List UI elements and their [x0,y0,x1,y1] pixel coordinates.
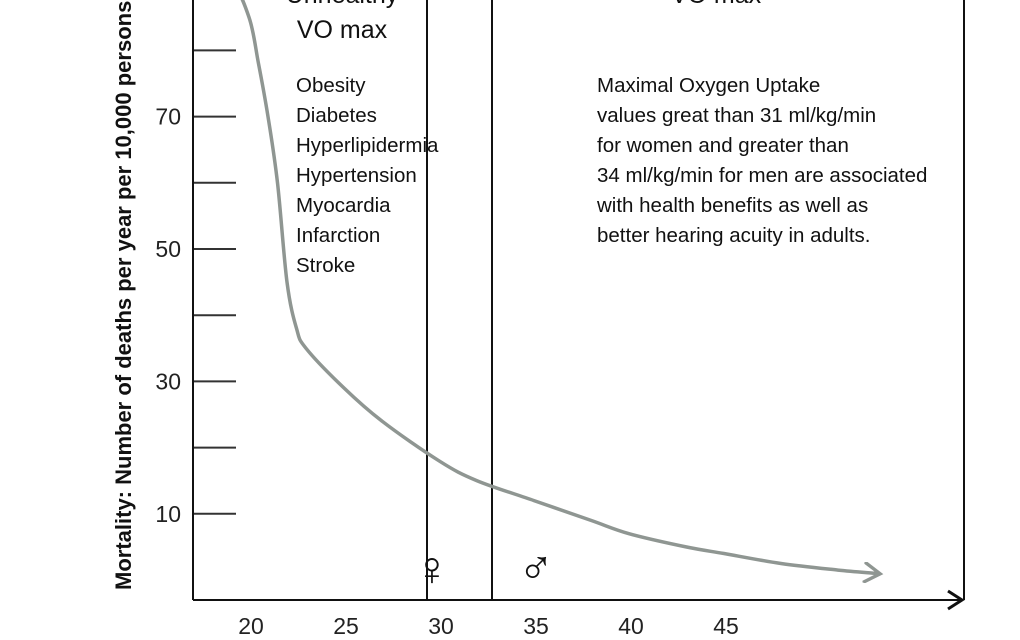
female-symbol-icon: ♀ [414,543,450,596]
healthy-region: VO max Maximal Oxygen Uptake values great… [596,0,927,247]
y-axis-label: Mortality: Number of deaths per year per… [111,1,136,590]
y-tick-label: 50 [155,236,181,262]
x-axis-arrowhead [947,589,965,611]
unhealthy-condition-item: Hypertension [296,164,417,187]
unhealthy-vo-max-title: VO max [297,16,388,44]
x-tick-label: 20 [238,613,264,639]
male-symbol-icon: ♂ [518,540,554,593]
healthy-description-line: values great than 31 ml/kg/min [597,104,876,127]
healthy-vo-max-title: VO max [671,0,762,9]
y-axis-ticks: 10 30 50 70 [155,49,236,527]
unhealthy-region: Unhealthy VO max Obesity Diabetes Hyperlip… [286,0,439,277]
x-tick-label: 25 [333,613,359,639]
unhealthy-condition-item: Diabetes [296,104,377,127]
healthy-description-line: for women and greater than [597,134,849,157]
unhealthy-condition-item: Infarction [296,224,380,247]
x-tick-label: 40 [618,613,644,639]
y-tick-label: 10 [155,501,181,527]
x-tick-label: 45 [713,613,739,639]
y-tick-label: 30 [155,368,181,394]
x-axis-ticks: 20 25 30 35 40 45 [238,613,739,639]
x-tick-label: 35 [523,613,549,639]
mortality-curve [240,0,877,573]
healthy-description-line: with health benefits as well as [596,194,868,217]
x-tick-label: 30 [428,613,454,639]
unhealthy-condition-item: Hyperlipidermia [296,134,439,157]
unhealthy-title: Unhealthy [286,0,399,9]
unhealthy-condition-item: Stroke [296,254,355,277]
healthy-description-line: better hearing acuity in adults. [597,224,871,247]
unhealthy-condition-item: Myocardia [296,194,391,217]
unhealthy-condition-item: Obesity [296,74,366,97]
healthy-description-line: 34 ml/kg/min for men are associated [597,164,927,187]
healthy-description-line: Maximal Oxygen Uptake [597,74,820,97]
y-tick-label: 70 [155,104,181,130]
